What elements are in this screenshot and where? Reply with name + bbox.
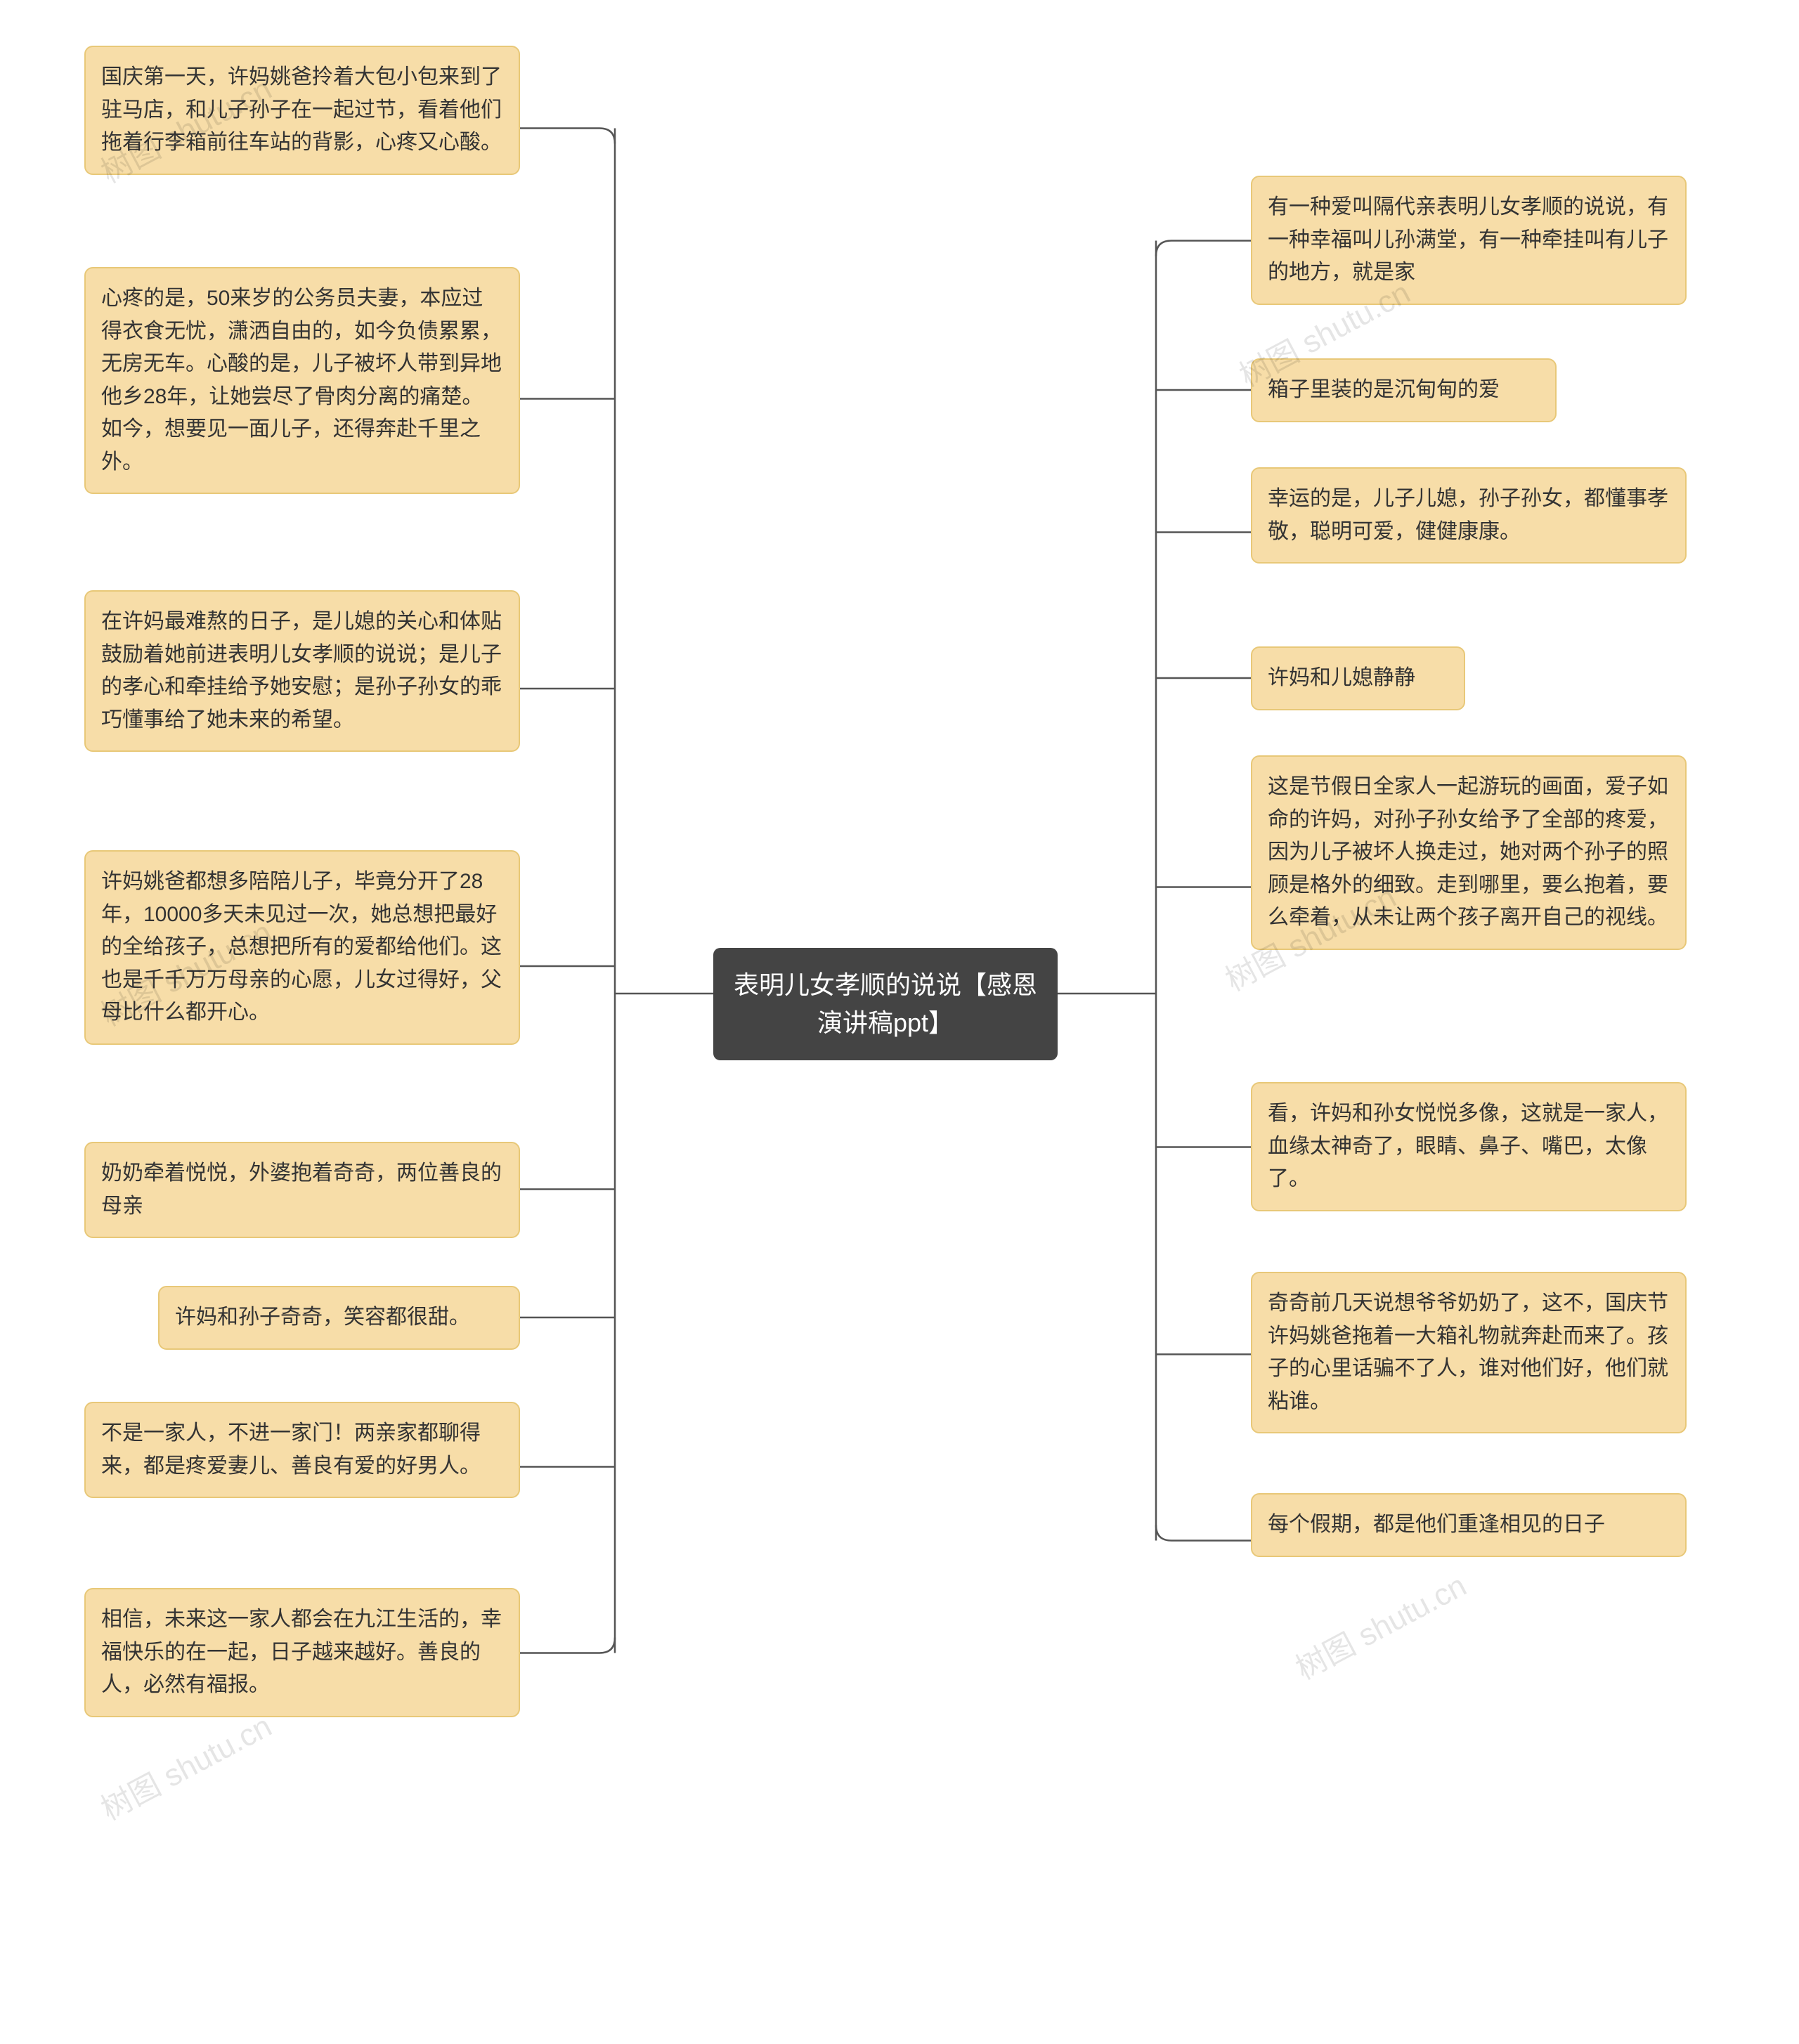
left-node-2: 在许妈最难熬的日子，是儿媳的关心和体贴鼓励着她前进表明儿女孝顺的说说；是儿子的孝… bbox=[84, 590, 520, 752]
left-node-5: 许妈和孙子奇奇，笑容都很甜。 bbox=[158, 1286, 520, 1350]
right-node-4: 这是节假日全家人一起游玩的画面，爱子如命的许妈，对孙子孙女给予了全部的疼爱，因为… bbox=[1251, 755, 1687, 950]
watermark-text: 树图 shutu.cn bbox=[92, 1701, 278, 1829]
left-node-7: 相信，未来这一家人都会在九江生活的，幸福快乐的在一起，日子越来越好。善良的人，必… bbox=[84, 1588, 520, 1717]
right-node-5: 看，许妈和孙女悦悦多像，这就是一家人，血缘太神奇了，眼睛、鼻子、嘴巴，太像了。 bbox=[1251, 1082, 1687, 1211]
left-node-1: 心疼的是，50来岁的公务员夫妻，本应过得衣食无忧，潇洒自由的，如今负债累累，无房… bbox=[84, 267, 520, 494]
left-node-3: 许妈姚爸都想多陪陪儿子，毕竟分开了28年，10000多天未见过一次，她总想把最好… bbox=[84, 850, 520, 1045]
right-node-1: 箱子里装的是沉甸甸的爱 bbox=[1251, 358, 1557, 422]
right-node-6: 奇奇前几天说想爷爷奶奶了，这不，国庆节许妈姚爸拖着一大箱礼物就奔赴而来了。孩子的… bbox=[1251, 1272, 1687, 1433]
left-node-4: 奶奶牵着悦悦，外婆抱着奇奇，两位善良的母亲 bbox=[84, 1142, 520, 1238]
mindmap-root: 表明儿女孝顺的说说【感恩演讲稿ppt】 bbox=[713, 948, 1058, 1060]
right-node-7: 每个假期，都是他们重逢相见的日子 bbox=[1251, 1493, 1687, 1557]
right-node-2: 幸运的是，儿子儿媳，孙子孙女，都懂事孝敬，聪明可爱，健健康康。 bbox=[1251, 467, 1687, 564]
right-node-0: 有一种爱叫隔代亲表明儿女孝顺的说说，有一种幸福叫儿孙满堂，有一种牵挂叫有儿子的地… bbox=[1251, 176, 1687, 305]
right-node-3: 许妈和儿媳静静 bbox=[1251, 646, 1465, 710]
left-node-0: 国庆第一天，许妈姚爸拎着大包小包来到了驻马店，和儿子孙子在一起过节，看着他们拖着… bbox=[84, 46, 520, 175]
left-node-6: 不是一家人，不进一家门！两亲家都聊得来，都是疼爱妻儿、善良有爱的好男人。 bbox=[84, 1402, 520, 1498]
watermark-text: 树图 shutu.cn bbox=[1287, 1561, 1473, 1688]
